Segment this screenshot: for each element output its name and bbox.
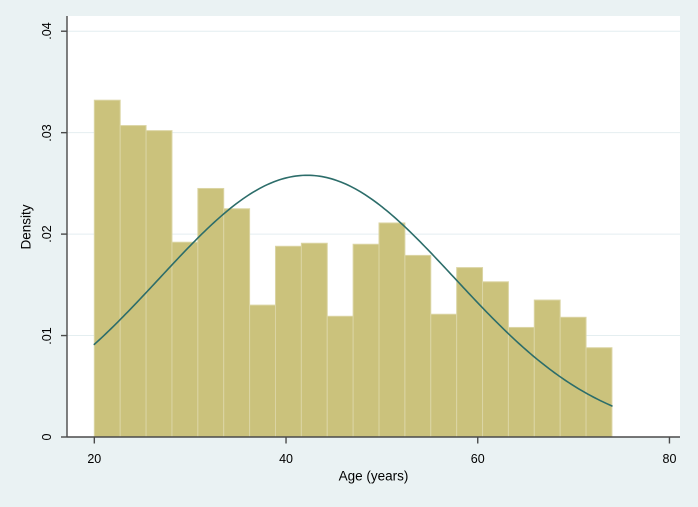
y-tick-label-02: .02 xyxy=(40,225,54,243)
histogram-bar xyxy=(249,304,276,438)
y-tick-label-03: .03 xyxy=(40,123,54,142)
histogram-bar xyxy=(300,242,328,438)
histogram-bar xyxy=(352,243,380,438)
histogram-bar xyxy=(430,313,458,438)
normal-curve xyxy=(93,174,613,407)
histogram-bar xyxy=(119,125,147,438)
histogram-bar xyxy=(145,130,173,438)
y-tick-label-04: .04 xyxy=(40,22,54,40)
histogram-bar xyxy=(456,267,484,438)
histogram-bar xyxy=(482,281,509,438)
histogram-bar xyxy=(326,315,354,438)
x-tick-label-60: 60 xyxy=(470,452,485,466)
histogram-bar xyxy=(378,222,406,438)
x-axis-title: Age (years) xyxy=(338,468,409,484)
histogram-bar xyxy=(93,99,121,438)
histogram-bar xyxy=(533,299,561,438)
histogram-bar xyxy=(585,347,613,438)
histogram-bar xyxy=(507,326,535,438)
y-axis-title: Density xyxy=(18,203,34,250)
y-tick-label-0: 0 xyxy=(40,433,54,441)
histogram-bar xyxy=(171,241,199,438)
histogram-bar xyxy=(559,316,587,438)
histogram-bar xyxy=(223,208,251,438)
x-tick-label-40: 40 xyxy=(279,452,293,466)
x-tick-label-80: 80 xyxy=(662,452,677,466)
histogram-bar xyxy=(404,254,432,438)
x-tick-label-20: 20 xyxy=(87,452,102,466)
histogram-bar xyxy=(274,245,302,438)
y-tick-label-01: .01 xyxy=(40,326,54,345)
